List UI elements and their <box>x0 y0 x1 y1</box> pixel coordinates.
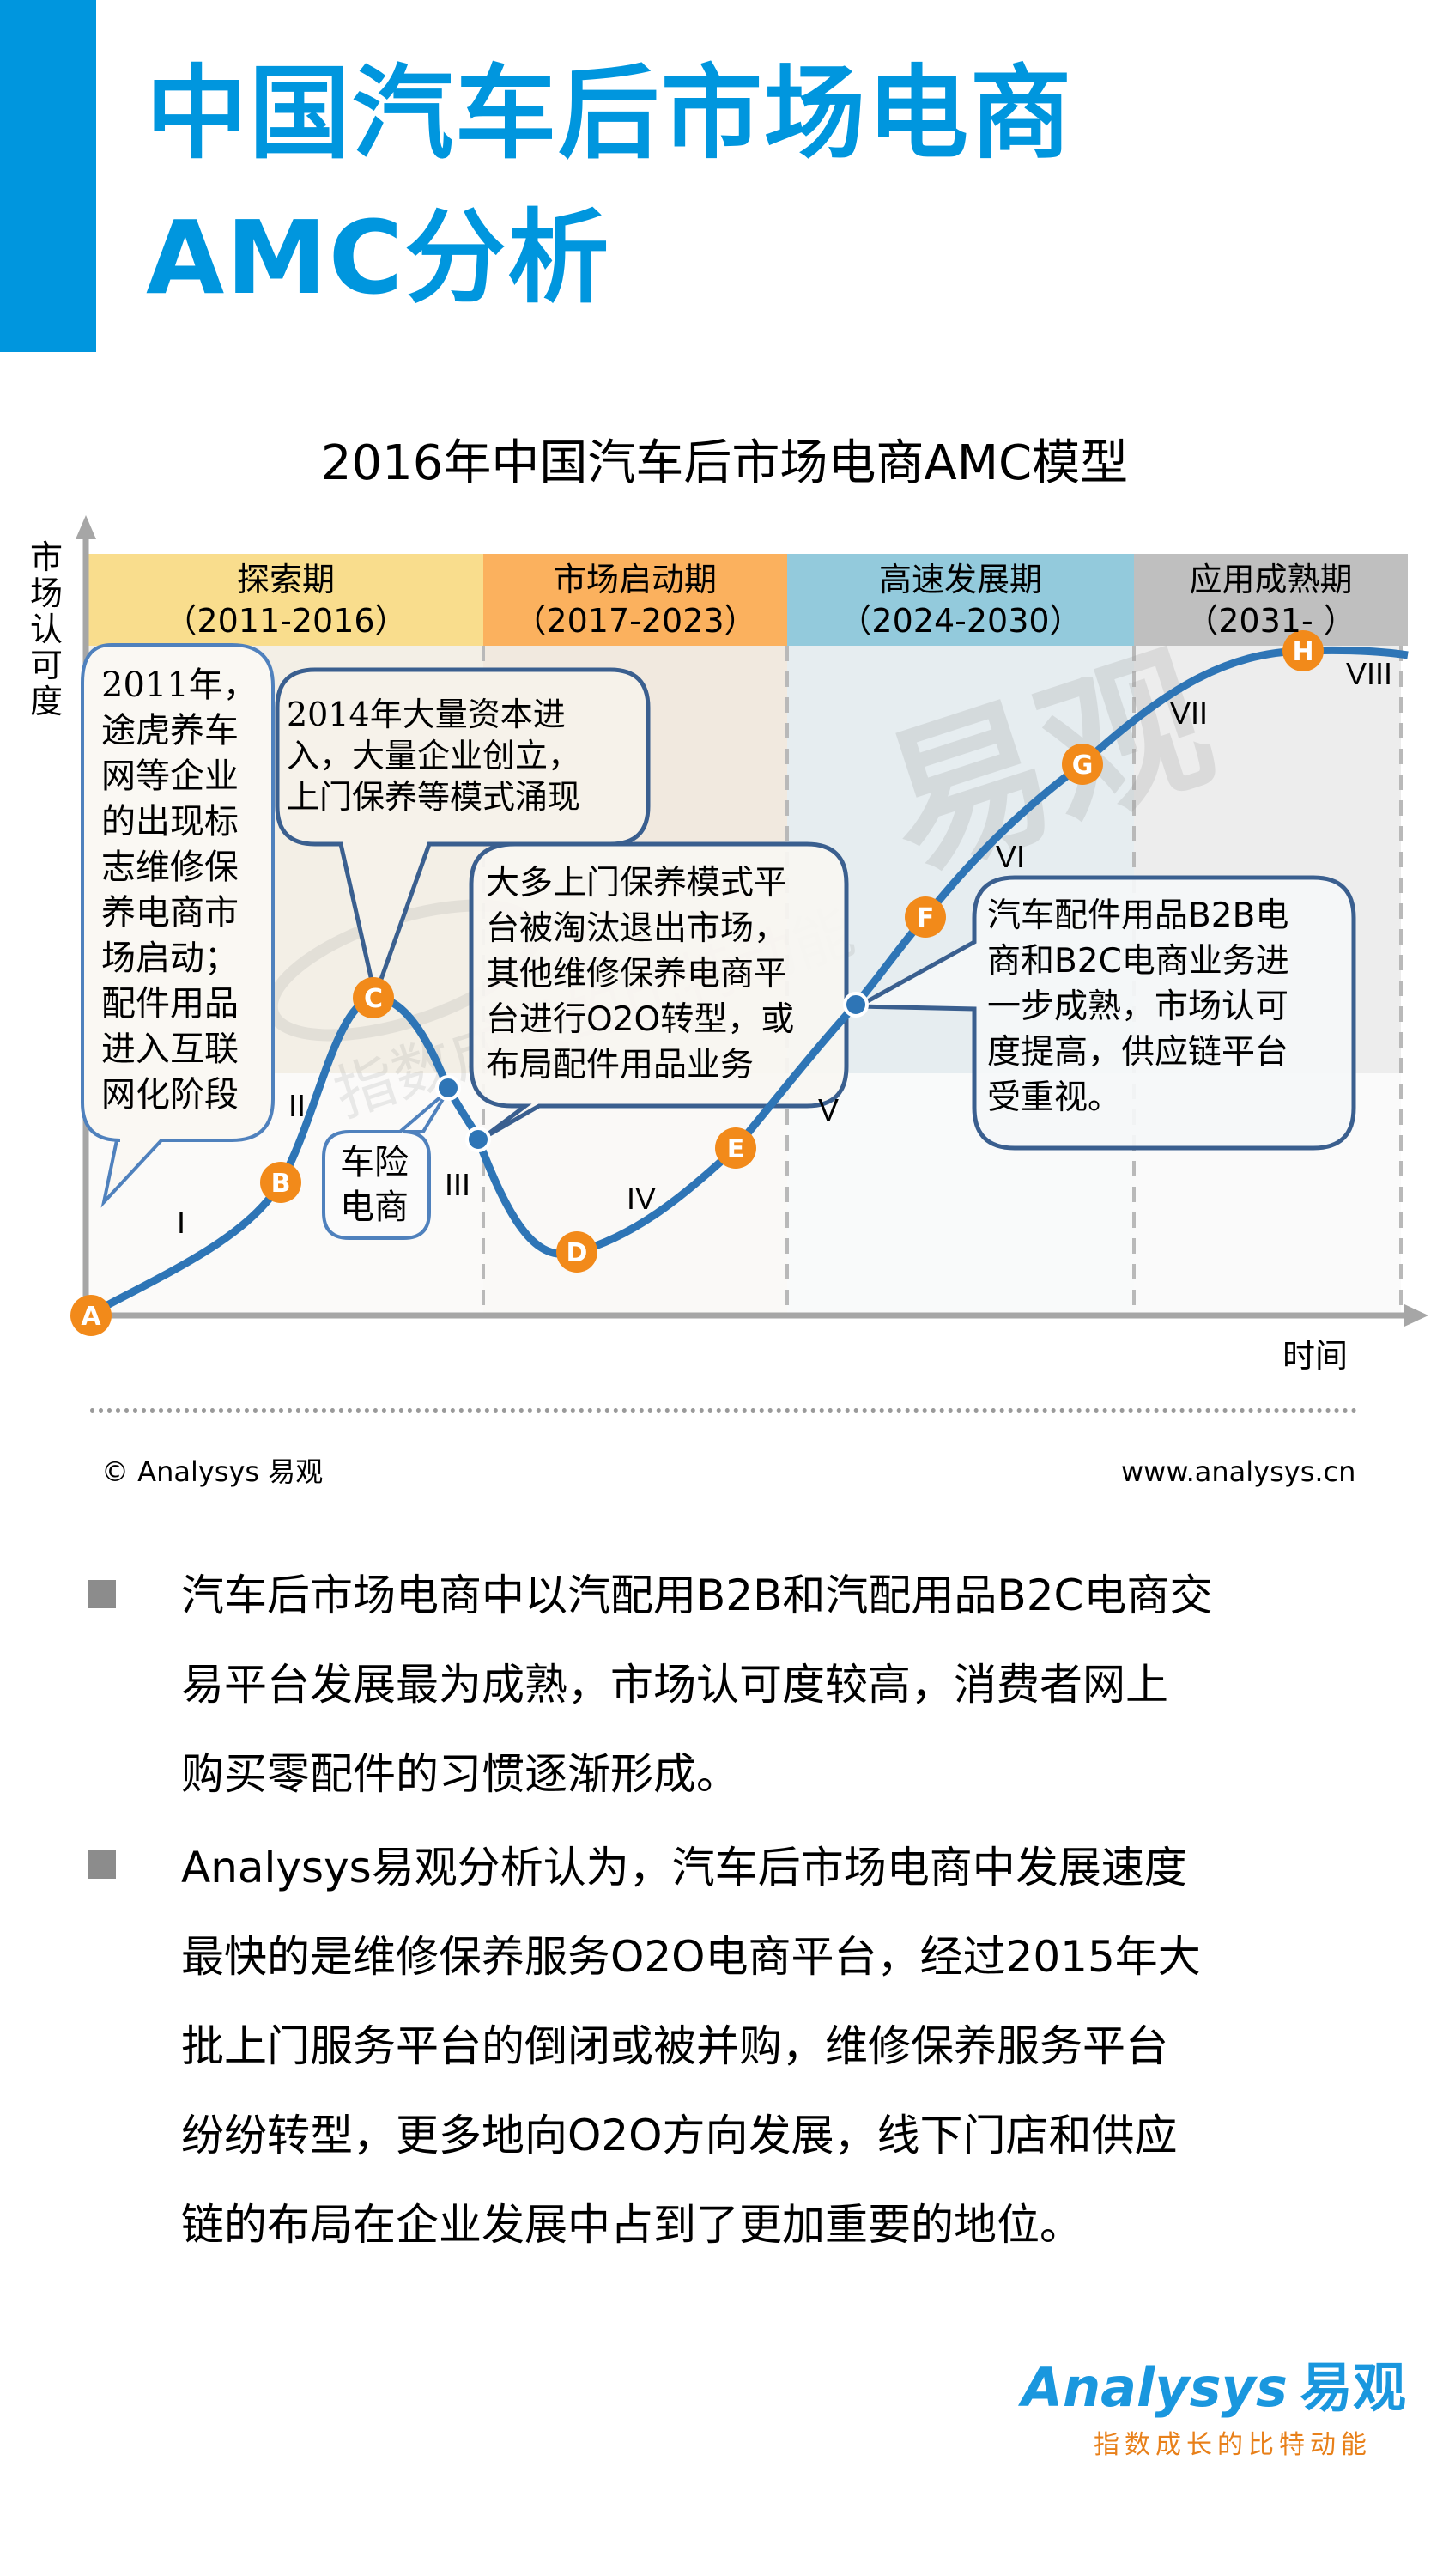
marker-g: G <box>1062 744 1103 785</box>
svg-text:C: C <box>364 984 383 1014</box>
page-title: 中国汽车后市场电商 AMC分析 <box>146 41 1073 330</box>
callout-o2o-text: 大多上门保养模式平 台被淘汰退出市场， 其他维修保养电商平 台进行O2O转型，或… <box>486 864 795 1084</box>
phase-label-growth: 高速发展期 （2024-2030） <box>839 561 1082 640</box>
callout-2011-text: 2011年， 途虎养车 网等企业 的出现标 志维修保 养电商市 场启动； 配件用… <box>101 665 258 1115</box>
curve-node-icon <box>465 1127 491 1152</box>
svg-text:A: A <box>81 1302 101 1332</box>
callout-2014-bubble <box>275 667 651 1004</box>
marker-b: B <box>260 1162 301 1203</box>
svg-text:D: D <box>567 1238 588 1268</box>
source-copyright: © Analysys 易观 <box>101 1455 324 1488</box>
stage-5: V <box>818 1092 839 1127</box>
analysys-logo: Analysys 易观 <box>1022 2357 1406 2419</box>
logo-tagline: 指数成长的比特动能 <box>1094 2430 1372 2460</box>
source-url[interactable]: www.analysys.cn <box>1121 1455 1356 1488</box>
marker-e: E <box>715 1127 756 1169</box>
marker-d: D <box>556 1231 597 1273</box>
stage-7: VII <box>1170 696 1208 731</box>
stage-1: I <box>177 1205 185 1240</box>
accent-side-bar <box>0 0 96 352</box>
callout-2014-text: 2014年大量资本进 入，大量企业创立， 上门保养等模式涌现 <box>287 696 581 816</box>
page-title-line-1: 中国汽车后市场电商 <box>146 54 1074 173</box>
callout-b2b-bubble <box>850 875 1356 1151</box>
page-title-line-2: AMC分析 <box>146 198 611 317</box>
amc-chart: 易观 指数成长的比特动能 A B C D E F G H I II III IV… <box>70 515 1428 1336</box>
callout-insurance-bubble <box>322 1089 450 1240</box>
bullet-paragraph-1: 汽车后市场电商中以汽配用B2B和汽配用品B2C电商交 易平台发展最为成熟，市场认… <box>181 1571 1213 1799</box>
logo-brand-cn: 易观 <box>1299 2356 1406 2419</box>
stage-2: II <box>288 1088 306 1123</box>
phase-band-2 <box>483 554 787 646</box>
phase-label-launch: 市场启动期 （2017-2023） <box>513 561 757 640</box>
chart-title: 2016年中国汽车后市场电商AMC模型 <box>320 435 1129 491</box>
svg-text:B: B <box>271 1169 291 1199</box>
callout-2011-bubble <box>81 643 275 1208</box>
x-axis-arrow-icon <box>1404 1304 1428 1327</box>
curve-node-icon <box>435 1075 461 1101</box>
bullet-square-icon <box>88 1580 116 1608</box>
marker-a: A <box>70 1295 112 1336</box>
logo-brand-en: Analysys <box>1022 2356 1288 2419</box>
phase-label-mature: 应用成熟期 （2031- ） <box>1185 561 1356 640</box>
svg-text:F: F <box>917 903 935 933</box>
phase-label-explore: 探索期 （2011-2016） <box>164 561 408 640</box>
marker-c: C <box>353 977 394 1018</box>
marker-h: H <box>1282 630 1324 671</box>
callout-o2o-bubble <box>469 841 849 1142</box>
callout-insurance-text: 车险 电商 <box>340 1143 409 1227</box>
phase-band-1 <box>88 554 483 646</box>
y-axis-label: 市场认可度 <box>29 538 63 720</box>
bullet-square-icon <box>88 1850 116 1879</box>
stage-3: III <box>445 1167 470 1202</box>
stage-4: IV <box>627 1181 656 1216</box>
y-axis-arrow-icon <box>76 515 96 539</box>
svg-text:G: G <box>1072 750 1094 781</box>
phase-band-3 <box>787 554 1134 646</box>
stage-8: VIII <box>1346 656 1392 691</box>
stage-6: VI <box>996 839 1025 874</box>
marker-f: F <box>905 896 946 938</box>
phase-band-4 <box>1134 554 1408 646</box>
callout-b2b-text: 汽车配件用品B2B电 商和B2C电商业务进 一步成熟，市场认可 度提高，供应链平… <box>987 896 1289 1117</box>
curve-node-icon <box>843 992 869 1018</box>
amc-curve <box>88 646 1409 1317</box>
source-divider <box>90 1408 1357 1413</box>
svg-text:H: H <box>1292 637 1313 667</box>
x-axis-label: 时间 <box>1282 1337 1349 1375</box>
bullet-paragraph-2: Analysys易观分析认为，汽车后市场电商中发展速度 最快的是维修保养服务O2… <box>181 1843 1201 2250</box>
svg-text:E: E <box>727 1134 745 1164</box>
